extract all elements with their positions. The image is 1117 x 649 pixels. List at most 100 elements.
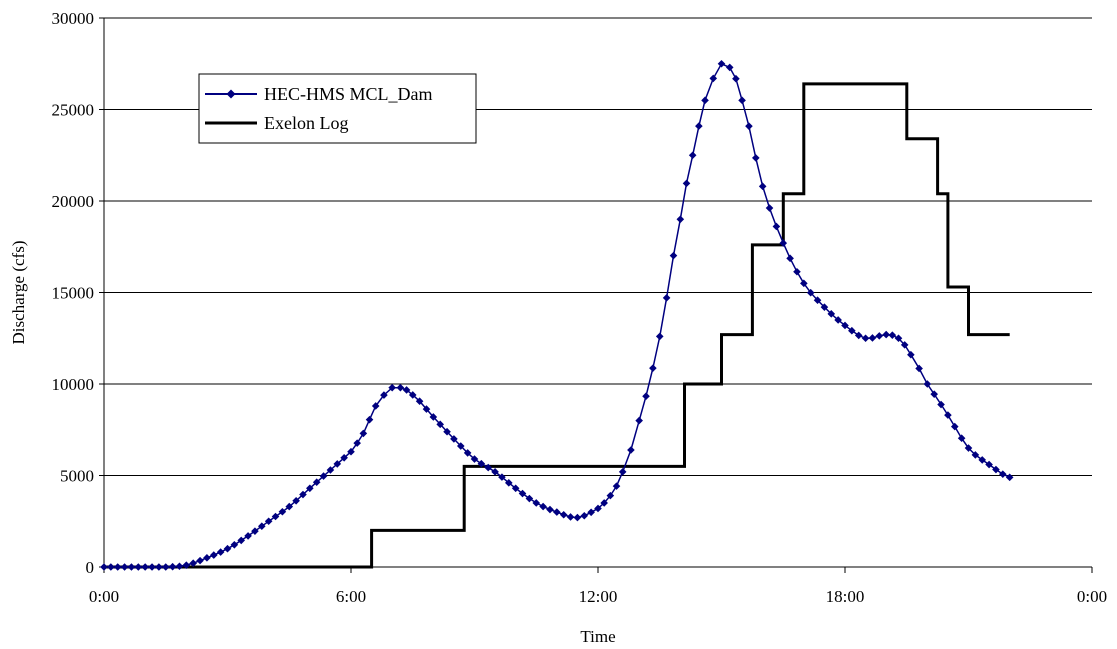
data-point [738, 96, 746, 105]
series-layer [100, 59, 1014, 571]
data-point [772, 222, 781, 231]
data-point [113, 563, 122, 571]
data-point [765, 204, 774, 212]
data-point [676, 215, 685, 224]
data-point [600, 499, 608, 507]
data-point [612, 482, 621, 490]
data-point [758, 182, 767, 191]
y-tick-label: 30000 [52, 9, 95, 28]
data-point [333, 460, 342, 468]
data-point [682, 179, 691, 188]
data-point [786, 254, 794, 263]
data-point [450, 435, 458, 443]
data-point [900, 341, 909, 349]
series-hec-hms [100, 59, 1014, 571]
y-tick-label: 20000 [52, 192, 95, 211]
data-point [868, 334, 877, 342]
data-point [326, 466, 335, 474]
data-point [532, 499, 541, 507]
data-point [813, 296, 822, 305]
data-point [182, 561, 191, 569]
data-point [237, 536, 246, 545]
legend-label-exelon: Exelon Log [264, 113, 348, 133]
y-tick-label: 15000 [52, 284, 95, 303]
data-point [732, 74, 740, 83]
data-point [365, 415, 374, 424]
y-axis-title: Discharge (cfs) [9, 240, 28, 344]
data-point [861, 334, 870, 343]
legend-marker-diamond [226, 89, 236, 99]
data-point [251, 527, 259, 535]
data-point [484, 463, 493, 472]
data-point [380, 391, 388, 399]
data-point [141, 563, 149, 571]
data-point [553, 508, 561, 516]
data-point [894, 334, 903, 343]
x-tick-label: 6:00 [336, 587, 366, 606]
data-point [779, 239, 788, 247]
data-point [278, 507, 287, 516]
data-point [854, 331, 863, 340]
data-point [443, 427, 451, 436]
series-exelon-log [104, 82, 1010, 569]
data-point [701, 96, 709, 105]
data-point [1005, 473, 1014, 482]
data-point [388, 383, 396, 392]
x-tick-label: 18:00 [826, 587, 865, 606]
data-point [175, 562, 184, 571]
data-point [107, 563, 115, 571]
data-point [642, 392, 650, 400]
data-point [359, 429, 368, 438]
data-point [491, 468, 499, 476]
x-tick-label: 0:00 [1077, 587, 1107, 606]
data-point [168, 562, 177, 571]
data-point [402, 386, 411, 394]
data-point [511, 484, 520, 493]
data-point [463, 449, 472, 457]
data-point [725, 63, 734, 72]
data-point [353, 439, 361, 447]
data-point [627, 446, 635, 454]
data-point [505, 479, 513, 487]
data-point [539, 502, 547, 511]
data-point [573, 513, 582, 522]
data-point [587, 508, 595, 517]
data-point [841, 321, 849, 330]
data-point [635, 416, 643, 425]
data-point [834, 316, 842, 324]
legend: HEC-HMS MCL_Dam Exelon Log [198, 73, 477, 144]
data-point [649, 364, 657, 372]
x-axis-ticks: 0:00 6:00 12:00 18:00 0:00 [89, 567, 1107, 606]
data-point [271, 512, 280, 521]
data-point [306, 484, 314, 493]
data-point [559, 510, 568, 519]
data-point [347, 447, 355, 456]
data-point [688, 151, 697, 160]
data-point [155, 563, 163, 571]
data-point [477, 459, 486, 468]
data-point [655, 332, 664, 341]
data-point [606, 491, 615, 500]
data-point [189, 559, 197, 568]
data-point [161, 563, 170, 571]
data-point [950, 422, 959, 431]
data-point [340, 454, 348, 462]
y-axis-ticks: 0 5000 10000 15000 20000 25000 30000 [52, 9, 104, 577]
data-point [203, 554, 211, 562]
data-point [546, 505, 554, 514]
data-point [827, 310, 836, 318]
data-point [752, 154, 760, 162]
data-point [292, 496, 300, 505]
data-point [498, 473, 506, 481]
data-point [695, 122, 703, 130]
data-point [148, 563, 156, 571]
data-point [230, 540, 239, 549]
data-point [223, 544, 232, 553]
data-point [923, 380, 932, 388]
data-point [408, 391, 417, 399]
data-point [299, 490, 307, 499]
data-point [669, 251, 678, 260]
y-tick-label: 5000 [60, 467, 94, 486]
data-point [525, 494, 534, 503]
